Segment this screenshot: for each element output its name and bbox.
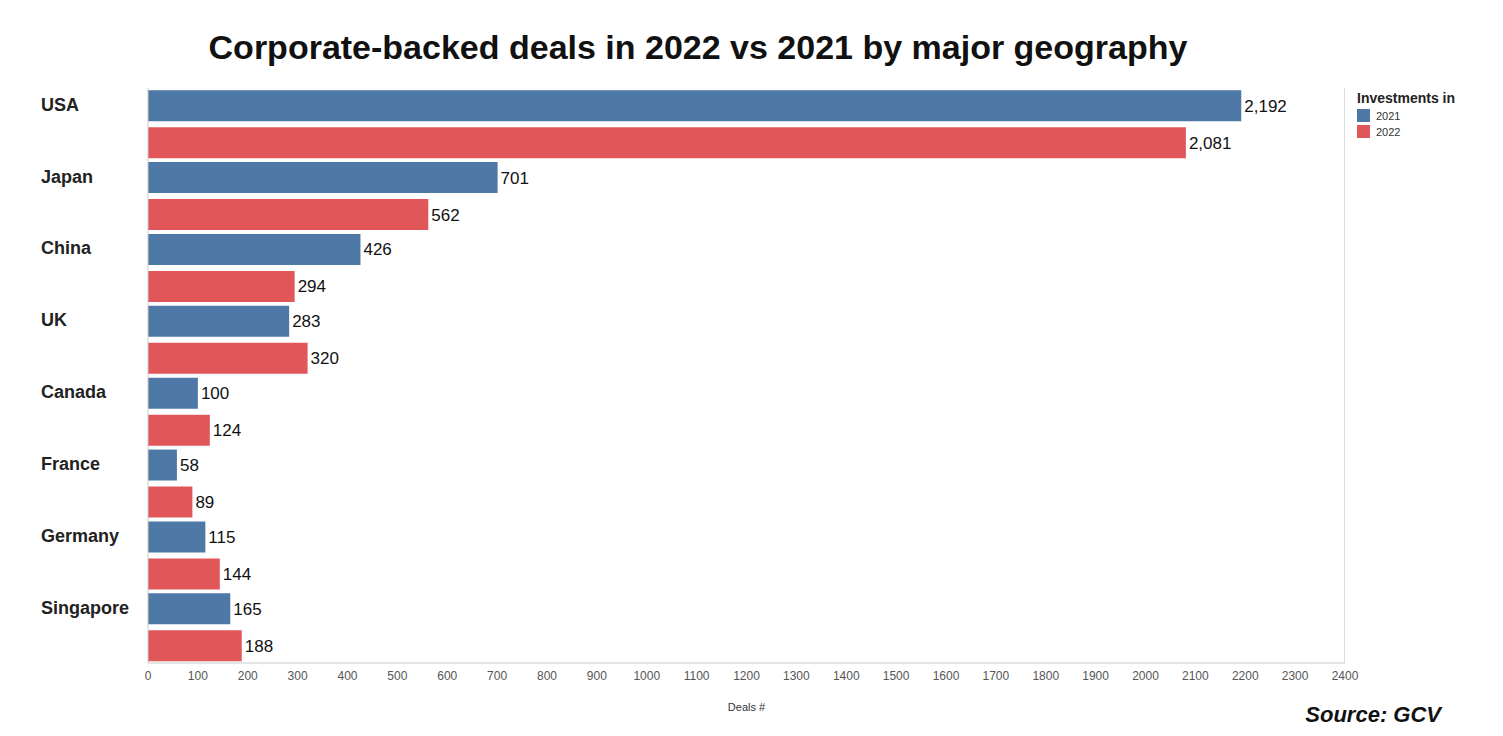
svg-text:Canada: Canada [41, 382, 107, 402]
svg-text:200: 200 [238, 669, 258, 683]
html-text:Investments in: Investments in [1357, 90, 1455, 106]
svg-text:115: 115 [208, 528, 235, 547]
svg-text:100: 100 [201, 384, 229, 403]
svg-text:700: 700 [487, 669, 507, 683]
svg-text:2400: 2400 [1332, 669, 1359, 683]
svg-text:188: 188 [245, 637, 273, 656]
svg-text:100: 100 [188, 669, 208, 683]
svg-text:500: 500 [387, 669, 407, 683]
html-text:2021: 2021 [1376, 109, 1401, 122]
svg-text:China: China [41, 238, 92, 258]
svg-text:400: 400 [337, 669, 357, 683]
svg-text:2,192: 2,192 [1244, 97, 1287, 116]
svg-text:1100: 1100 [684, 669, 710, 683]
svg-text:Japan: Japan [41, 167, 93, 187]
svg-text:1900: 1900 [1082, 669, 1109, 683]
svg-text:0: 0 [145, 669, 152, 683]
html-text:Corporate-backed deals in 2022: Corporate-backed deals in 2022 vs 2021 b… [208, 28, 1188, 66]
svg-text:426: 426 [363, 240, 391, 259]
svg-text:900: 900 [587, 669, 607, 683]
svg-text:1200: 1200 [733, 669, 760, 683]
svg-text:1400: 1400 [833, 669, 860, 683]
svg-text:1700: 1700 [983, 669, 1010, 683]
html-text:Source: GCV: Source: GCV [1305, 702, 1441, 727]
svg-text:Deals #: Deals # [728, 701, 766, 713]
svg-text:144: 144 [223, 565, 251, 584]
svg-text:58: 58 [180, 456, 199, 475]
svg-text:1600: 1600 [933, 669, 960, 683]
svg-text:124: 124 [213, 421, 241, 440]
svg-text:2,081: 2,081 [1189, 134, 1232, 153]
svg-text:Germany: Germany [41, 526, 119, 546]
svg-text:294: 294 [298, 277, 326, 296]
svg-text:165: 165 [233, 600, 261, 619]
svg-text:300: 300 [288, 669, 308, 683]
svg-text:1800: 1800 [1032, 669, 1059, 683]
svg-text:2300: 2300 [1282, 669, 1309, 683]
svg-text:320: 320 [311, 349, 339, 368]
svg-text:USA: USA [41, 95, 79, 115]
svg-text:UK: UK [41, 310, 67, 330]
svg-text:600: 600 [437, 669, 457, 683]
svg-text:Singapore: Singapore [41, 598, 129, 618]
svg-text:2100: 2100 [1182, 669, 1209, 683]
svg-text:1000: 1000 [633, 669, 660, 683]
svg-text:562: 562 [431, 206, 459, 225]
svg-text:2000: 2000 [1132, 669, 1159, 683]
svg-text:800: 800 [537, 669, 557, 683]
svg-text:2200: 2200 [1232, 669, 1259, 683]
svg-text:89: 89 [195, 493, 214, 512]
html-text:2022: 2022 [1376, 125, 1401, 138]
svg-text:701: 701 [501, 169, 529, 188]
svg-text:France: France [41, 454, 100, 474]
svg-text:1500: 1500 [883, 669, 910, 683]
svg-text:1300: 1300 [783, 669, 810, 683]
svg-text:283: 283 [292, 312, 320, 331]
